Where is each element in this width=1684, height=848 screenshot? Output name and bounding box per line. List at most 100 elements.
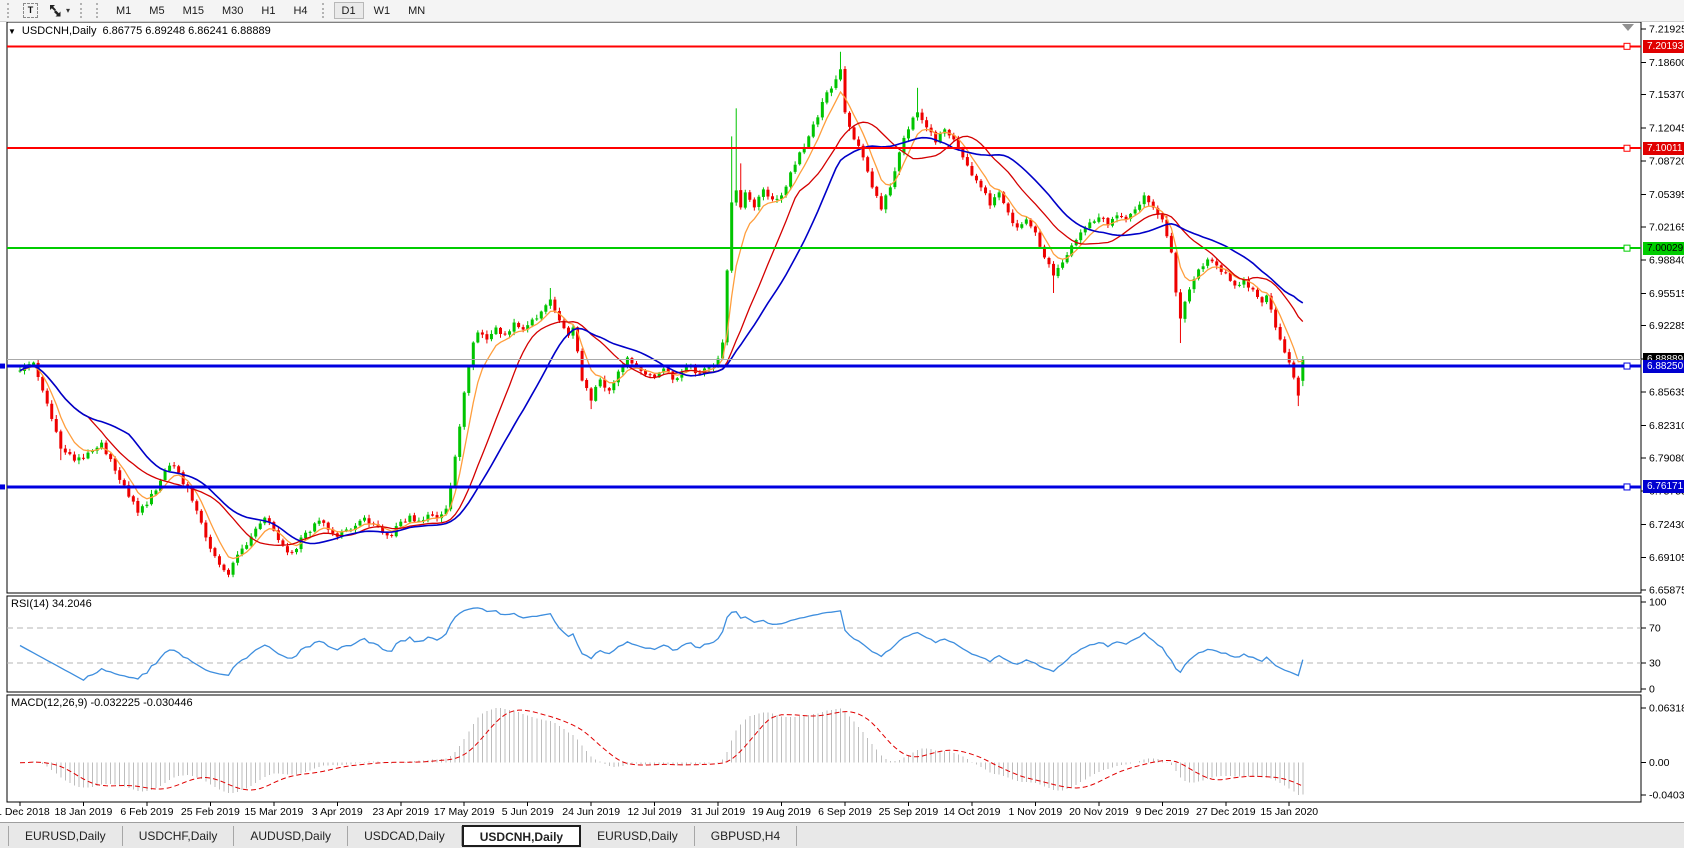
svg-text:6.95515: 6.95515 — [1649, 288, 1684, 300]
svg-text:6.82310: 6.82310 — [1649, 420, 1684, 432]
chart-tab-eurusd-daily[interactable]: EURUSD,Daily — [8, 825, 123, 846]
chart-tab-audusd-daily[interactable]: AUDUSD,Daily — [234, 825, 349, 846]
timeframe-button-m1[interactable]: M1 — [108, 2, 139, 19]
dropdown-caret-icon: ▾ — [66, 6, 71, 15]
date-axis-label: 27 Dec 2019 — [1195, 806, 1256, 818]
line-endpoint-handle — [1623, 42, 1631, 50]
level-price-badge: 7.00029 — [1643, 241, 1684, 255]
svg-text:6.85635: 6.85635 — [1649, 387, 1684, 399]
date-axis-label: 6 Sep 2019 — [818, 806, 872, 818]
date-axis-label: 31 Jul 2019 — [690, 806, 746, 818]
timeframe-button-h4[interactable]: H4 — [285, 2, 315, 19]
svg-text:6.72430: 6.72430 — [1649, 519, 1684, 531]
line-endpoint-handle — [1623, 483, 1631, 491]
timeframe-button-h1[interactable]: H1 — [253, 2, 283, 19]
date-axis-label: 17 May 2019 — [433, 806, 495, 818]
svg-text:6.98840: 6.98840 — [1649, 255, 1684, 267]
svg-text:7.05395: 7.05395 — [1649, 189, 1684, 201]
svg-text:6.79080: 6.79080 — [1649, 452, 1684, 464]
svg-text:30: 30 — [1649, 657, 1661, 669]
date-axis-label: 15 Jan 2020 — [1260, 806, 1319, 818]
chart-ohlc-values: 6.86775 6.89248 6.86241 6.88889 — [102, 25, 271, 37]
date-axis-label: 18 Jan 2019 — [54, 806, 113, 818]
chart-tab-usdcad-daily[interactable]: USDCAD,Daily — [348, 825, 462, 846]
line-endpoint-handle — [1623, 144, 1631, 152]
date-axis-label: 31 Dec 2018 — [0, 806, 50, 818]
moving-average-line — [19, 136, 1304, 545]
date-axis[interactable]: 31 Dec 2018 18 Jan 2019 6 Feb 2019 25 Feb 2… — [0, 802, 1684, 822]
date-axis-label: 20 Nov 2019 — [1069, 806, 1129, 818]
chart-tab-bar: EURUSD,Daily USDCHF,Daily AUDUSD,Daily USDC… — [0, 822, 1684, 848]
toolbar-grip[interactable] — [7, 3, 13, 18]
level-price-badge: 7.10011 — [1643, 141, 1684, 155]
line-left-handle — [0, 484, 5, 490]
date-axis-label: 23 Apr 2019 — [372, 806, 430, 818]
arrow-style-button[interactable]: ▾ — [43, 1, 75, 20]
candles-layer — [18, 51, 1305, 578]
timeframe-button-w1[interactable]: W1 — [366, 2, 399, 19]
line-left-handle — [0, 363, 5, 369]
date-axis-label: 5 Jun 2019 — [501, 806, 554, 818]
chart-tab-gbpusd-h4[interactable]: GBPUSD,H4 — [695, 825, 798, 846]
chart-symbol-label: USDCNH,Daily — [21, 25, 97, 37]
text-tool-button[interactable]: T — [18, 1, 43, 20]
svg-text:0: 0 — [1649, 684, 1655, 696]
toolbar-grip[interactable] — [80, 3, 86, 18]
timeframe-button-d1[interactable]: D1 — [333, 2, 364, 19]
svg-text:7.21925: 7.21925 — [1649, 24, 1684, 36]
svg-text:0.063184: 0.063184 — [1649, 703, 1684, 715]
level-price-badge: 6.76171 — [1643, 480, 1684, 494]
date-axis-label: 24 Jun 2019 — [562, 806, 621, 818]
chart-tab-eurusd-daily[interactable]: EURUSD,Daily — [581, 825, 695, 846]
macd-histogram — [24, 708, 1304, 795]
rsi-indicator-label: RSI(14) 34.2046 — [11, 598, 92, 610]
timeframe-button-m15[interactable]: M15 — [175, 2, 212, 19]
chart-shift-marker-icon — [1622, 24, 1634, 31]
svg-text:7.02165: 7.02165 — [1649, 221, 1684, 233]
svg-text:7.12045: 7.12045 — [1649, 122, 1684, 134]
svg-text:7.18600: 7.18600 — [1649, 57, 1684, 69]
toolbar-separator — [96, 3, 102, 18]
svg-text:7.15370: 7.15370 — [1649, 89, 1684, 101]
macd-indicator-label: MACD(12,26,9) -0.032225 -0.030446 — [11, 697, 193, 709]
chart-tab-usdcnh-daily[interactable]: USDCNH,Daily — [461, 824, 582, 847]
date-axis-label: 15 Mar 2019 — [244, 806, 304, 818]
line-endpoint-handle — [1623, 244, 1631, 252]
svg-text:0.00: 0.00 — [1649, 757, 1670, 769]
timeframe-button-group: M1 M5 M15 M30 H1 H4 D1 W1 MN — [91, 0, 434, 22]
svg-text:-0.040355: -0.040355 — [1649, 790, 1684, 802]
chart-tab-usdchf-daily[interactable]: USDCHF,Daily — [123, 825, 235, 846]
toolbar: T ▾ M1 M5 M15 M30 H1 H4 D1 W1 MN — [0, 0, 1684, 22]
date-axis-label: 12 Jul 2019 — [627, 806, 682, 818]
date-axis-label: 3 Apr 2019 — [311, 806, 363, 818]
text-tool-icon: T — [23, 3, 38, 18]
svg-text:100: 100 — [1649, 597, 1667, 609]
timeframe-button-m30[interactable]: M30 — [214, 2, 251, 19]
date-axis-label: 25 Feb 2019 — [180, 806, 240, 818]
timeframe-button-m5[interactable]: M5 — [141, 2, 172, 19]
moving-average-line — [19, 90, 1303, 560]
svg-text:6.69105: 6.69105 — [1649, 552, 1684, 564]
svg-text:6.92285: 6.92285 — [1649, 320, 1684, 332]
arrow-style-icon — [50, 4, 61, 16]
chart-collapse-icon[interactable]: ▼ — [8, 26, 16, 36]
date-axis-label: 6 Feb 2019 — [120, 806, 174, 818]
moving-average-line — [19, 121, 1304, 546]
svg-text:7.08720: 7.08720 — [1649, 156, 1684, 168]
level-price-badge: 6.88250 — [1643, 359, 1684, 373]
chart-title: ▼ USDCNH,Daily 6.86775 6.89248 6.86241 6… — [8, 25, 271, 37]
rsi-line — [19, 607, 1304, 681]
line-endpoint-handle — [1623, 362, 1631, 370]
svg-text:6.65875: 6.65875 — [1649, 585, 1684, 597]
level-price-badge: 7.20193 — [1643, 39, 1684, 53]
date-axis-label: 1 Nov 2019 — [1008, 806, 1063, 818]
timeframe-button-mn[interactable]: MN — [400, 2, 433, 19]
date-axis-label: 25 Sep 2019 — [878, 806, 939, 818]
date-axis-label: 19 Aug 2019 — [752, 806, 812, 818]
date-axis-label: 9 Dec 2019 — [1135, 806, 1190, 818]
svg-text:70: 70 — [1649, 623, 1661, 635]
toolbar-separator — [321, 3, 328, 18]
date-axis-label: 14 Oct 2019 — [943, 806, 1001, 818]
